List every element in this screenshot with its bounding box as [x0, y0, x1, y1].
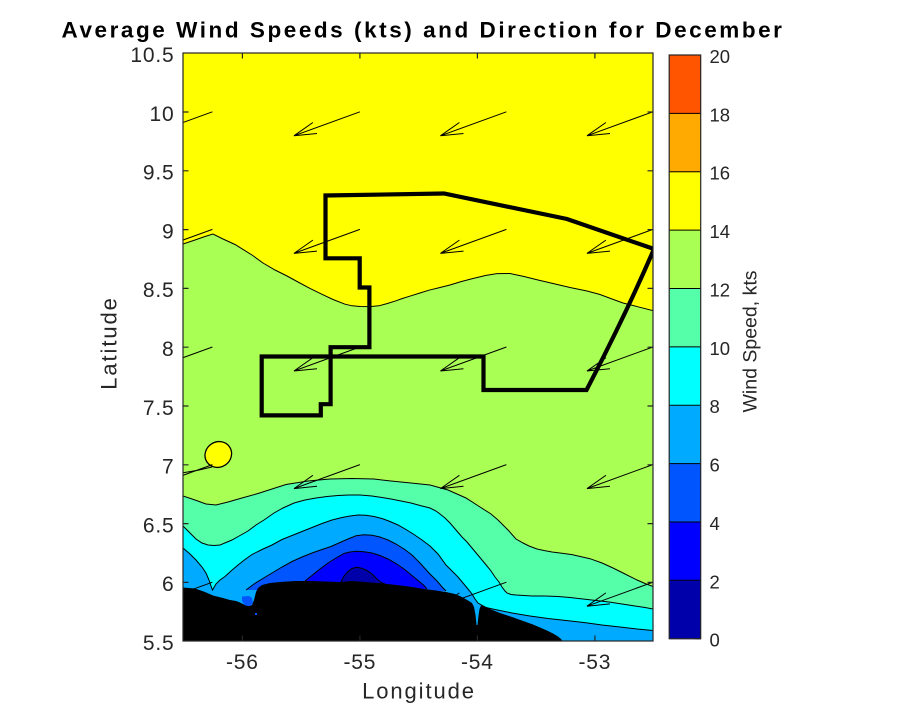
- svg-text:Wind Speed, kts: Wind Speed, kts: [740, 270, 762, 412]
- svg-text:6.5: 6.5: [143, 514, 175, 537]
- svg-text:6: 6: [162, 573, 174, 596]
- svg-text:-55: -55: [344, 651, 377, 674]
- svg-text:5.5: 5.5: [143, 632, 175, 655]
- svg-text:2: 2: [710, 571, 720, 592]
- svg-text:Longitude: Longitude: [362, 678, 476, 703]
- svg-text:Latitude: Latitude: [97, 296, 122, 390]
- svg-text:Average Wind Speeds (kts) and: Average Wind Speeds (kts) and Direction …: [62, 18, 785, 43]
- svg-text:10: 10: [710, 338, 731, 359]
- svg-text:-53: -53: [579, 651, 612, 674]
- svg-text:-56: -56: [226, 651, 259, 674]
- svg-text:0: 0: [710, 630, 720, 651]
- svg-text:9.5: 9.5: [143, 162, 175, 185]
- svg-text:10: 10: [150, 103, 175, 126]
- svg-text:8: 8: [162, 338, 174, 361]
- svg-text:7: 7: [162, 456, 174, 479]
- svg-text:4: 4: [710, 513, 720, 534]
- svg-text:20: 20: [710, 46, 731, 67]
- svg-text:9: 9: [162, 220, 174, 243]
- svg-text:12: 12: [710, 279, 731, 300]
- svg-text:18: 18: [710, 104, 731, 125]
- svg-text:10.5: 10.5: [130, 44, 174, 67]
- svg-text:8: 8: [710, 396, 720, 417]
- svg-text:7.5: 7.5: [143, 397, 175, 420]
- svg-text:-54: -54: [461, 651, 494, 674]
- svg-text:8.5: 8.5: [143, 279, 175, 302]
- svg-text:14: 14: [710, 221, 731, 242]
- svg-text:16: 16: [710, 163, 731, 184]
- svg-text:6: 6: [710, 455, 720, 476]
